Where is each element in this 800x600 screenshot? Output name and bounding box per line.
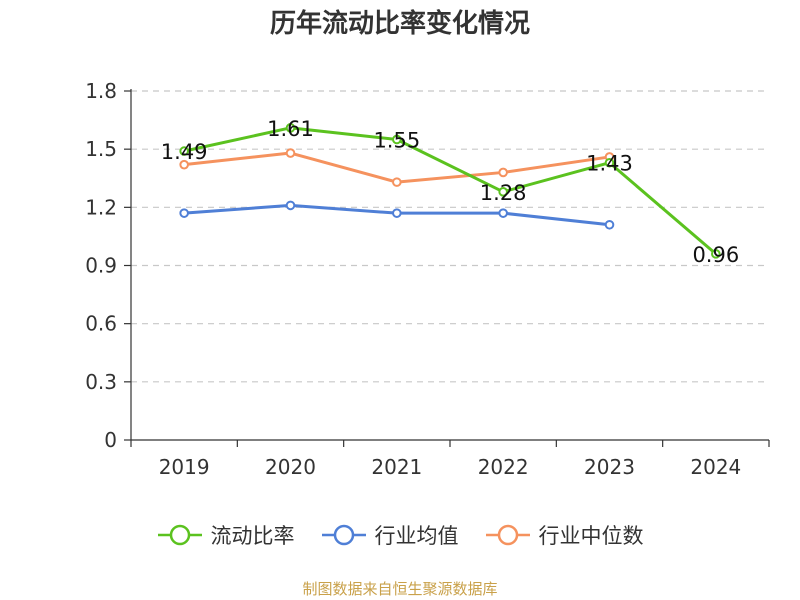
y-tick-label: 0: [104, 428, 117, 452]
y-tick-label: 1.8: [85, 79, 117, 103]
series-line-0: [183, 126, 717, 256]
x-tick-label: 2021: [371, 455, 422, 479]
data-label: 1.55: [373, 128, 420, 152]
data-point: [604, 219, 615, 230]
x-tick-label: 2019: [159, 455, 210, 479]
data-label: 1.61: [267, 117, 314, 141]
axes: 0 0.3 0.6 0.9 1.2 1.5 1.8 2019 2020 2021 2022 2023 2…: [85, 79, 770, 479]
legend-swatch-icon: [321, 524, 366, 546]
data-point: [498, 187, 508, 197]
data-label: 1.43: [586, 152, 633, 176]
data-point: [711, 249, 721, 259]
data-label: 0.96: [692, 243, 739, 267]
source-note: 制图数据来自恒生聚源数据库: [302, 580, 498, 598]
data-point: [498, 167, 508, 178]
data-label: 1.49: [161, 140, 208, 164]
data-point: [604, 157, 615, 168]
legend-swatch-icon: [485, 524, 530, 546]
data-point: [285, 123, 296, 133]
legend-item[interactable]: 流动比率: [157, 520, 295, 550]
chart-title: 历年流动比率变化情况: [269, 9, 530, 39]
legend-item[interactable]: 行业均值: [321, 520, 459, 550]
data-point: [285, 200, 296, 211]
y-tick-label: 0.9: [85, 254, 117, 278]
data-point: [498, 208, 508, 218]
x-tick-label: 2022: [478, 455, 529, 479]
x-tick-label: 2023: [584, 455, 635, 479]
y-tick-label: 1.5: [85, 137, 117, 161]
x-tick-label: 2020: [265, 455, 316, 479]
legend-label: 流动比率: [210, 524, 295, 548]
x-tick-label: 2024: [690, 455, 741, 479]
legend-swatch-icon: [157, 524, 202, 546]
y-tick-label: 1.2: [85, 195, 117, 219]
data-labels: 1.49 1.61 1.55 1.28 1.43 0.96: [161, 117, 739, 267]
series-lines: [179, 123, 721, 259]
data-point: [179, 208, 189, 218]
grid-lines: [131, 90, 769, 383]
data-label: 1.28: [480, 181, 527, 205]
data-point: [392, 208, 402, 218]
data-point: [392, 177, 402, 187]
y-tick-label: 0.3: [85, 370, 117, 394]
data-point: [179, 146, 189, 156]
data-point: [179, 159, 189, 170]
legend-label: 行业中位数: [538, 524, 644, 548]
legend-item[interactable]: 行业中位数: [485, 520, 644, 550]
data-point: [392, 134, 402, 145]
data-point: [285, 148, 296, 158]
legend-label: 行业均值: [374, 524, 459, 548]
legend: 流动比率 行业均值 行业中位数: [0, 520, 800, 550]
y-tick-label: 0.6: [85, 312, 117, 336]
